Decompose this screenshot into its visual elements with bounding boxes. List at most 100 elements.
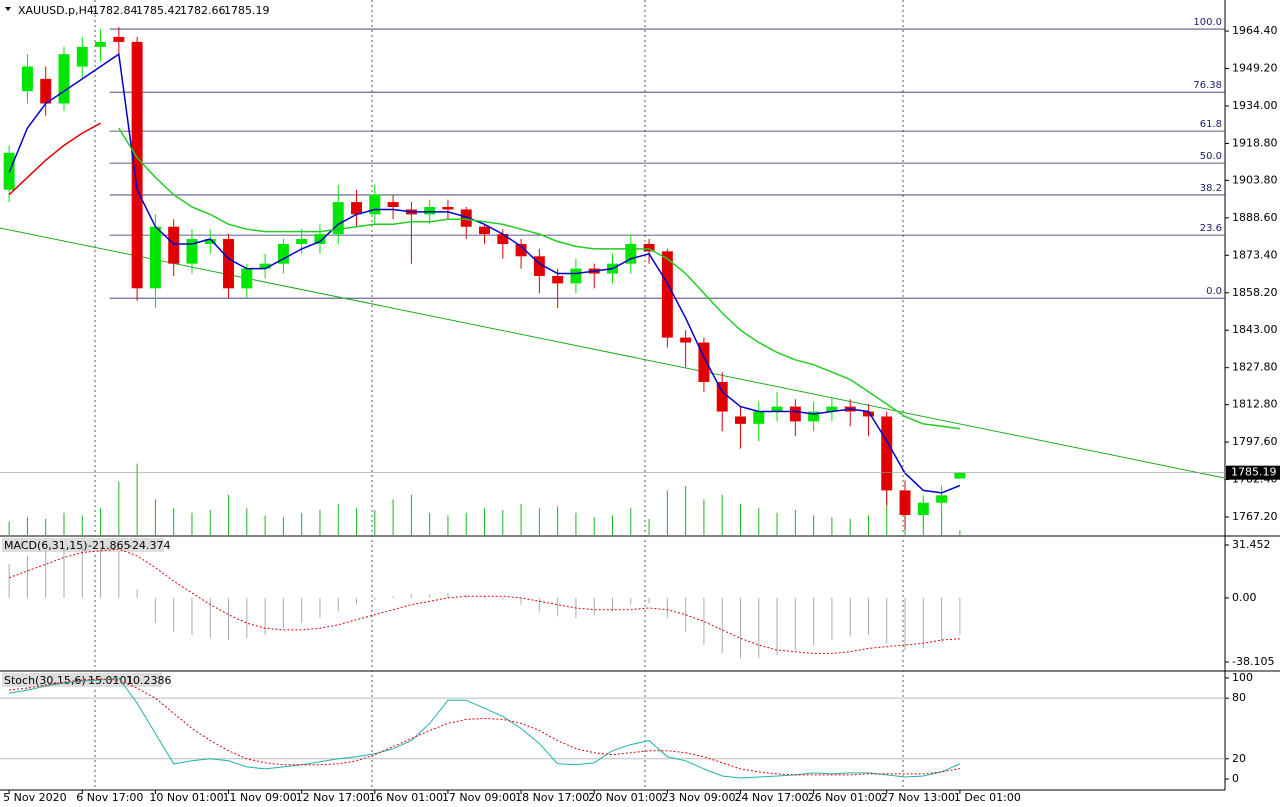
candle-body	[424, 207, 436, 215]
candle-body	[149, 226, 161, 289]
y-tick-label: -38.105	[1232, 655, 1274, 668]
candle-body	[186, 239, 198, 264]
x-tick-label: 24 Nov 17:00	[734, 791, 808, 804]
candle-body	[241, 268, 253, 289]
y-tick-label: 0.00	[1232, 591, 1257, 604]
fib-label: 50.0	[1200, 151, 1222, 162]
candle-body	[223, 239, 235, 289]
candle-body	[570, 268, 582, 284]
candle-body	[387, 202, 399, 208]
symbol: XAUUSD.p,H4	[18, 4, 94, 17]
candle-body	[789, 406, 801, 422]
candle-body	[808, 411, 820, 422]
x-tick-label: 6 Nov 17:00	[76, 791, 143, 804]
x-tick-label: 16 Nov 01:00	[369, 791, 443, 804]
candle-body	[753, 411, 765, 424]
candle-body	[899, 490, 911, 516]
ma-line	[8, 52, 961, 494]
x-tick-label: 26 Nov 01:00	[808, 791, 882, 804]
candle-body	[771, 406, 783, 412]
candle-body	[58, 54, 70, 104]
y-tick-label: 1873.40	[1232, 248, 1278, 261]
candle-body	[21, 66, 33, 92]
candle-body	[204, 239, 216, 244]
y-tick-label: 1903.80	[1232, 173, 1278, 186]
candle-body	[76, 46, 88, 67]
y-tick-label: 1934.00	[1232, 99, 1278, 112]
trendline	[0, 227, 1226, 479]
fib-label: 61.8	[1200, 119, 1222, 130]
fib-label: 23.6	[1200, 223, 1222, 234]
period-separators	[94, 0, 904, 790]
menu-arrow[interactable]	[5, 7, 11, 11]
x-tick-label: 20 Nov 01:00	[588, 791, 662, 804]
candle-body	[296, 239, 308, 244]
candle-body	[881, 416, 893, 491]
header-close: 1785.19	[224, 4, 270, 17]
macd-label-bg	[2, 538, 164, 552]
candle-body	[259, 263, 271, 269]
candle-body	[332, 202, 344, 235]
y-tick-label: 31.452	[1232, 538, 1271, 551]
candle-body	[314, 234, 326, 244]
y-tick-label: 100	[1232, 671, 1253, 684]
candle-body	[460, 209, 472, 227]
x-tick-label: 27 Nov 13:00	[881, 791, 955, 804]
y-tick-label: 1949.20	[1232, 62, 1278, 75]
ma-line	[8, 122, 101, 196]
macd-value: -21.865	[88, 539, 130, 552]
macd-signal-value: -24.374	[128, 539, 170, 552]
x-tick-label: 1 Dec 01:00	[954, 791, 1021, 804]
candle-body	[95, 41, 107, 47]
stoch-main	[9, 677, 961, 779]
y-tick-label: 0	[1232, 772, 1239, 785]
y-tick-label: 1843.00	[1232, 323, 1278, 336]
candle-body	[40, 78, 52, 104]
x-tick-label: 17 Nov 09:00	[442, 791, 516, 804]
y-tick-label: 1888.60	[1232, 211, 1278, 224]
header-low: 1782.66	[180, 4, 226, 17]
candle-body	[533, 256, 545, 277]
fib-label: 38.2	[1200, 183, 1222, 194]
x-tick-label: 10 Nov 01:00	[149, 791, 223, 804]
x-tick-label: 5 Nov 2020	[3, 791, 66, 804]
candle-body	[954, 472, 966, 479]
candle-body	[369, 194, 381, 215]
fib-label: 0.0	[1206, 286, 1222, 297]
macd-signal	[8, 548, 960, 654]
y-tick-label: 20	[1232, 752, 1246, 765]
candle-body	[625, 243, 637, 264]
fib-label: 76.38	[1193, 80, 1222, 91]
candle-body	[698, 342, 710, 382]
candle-body	[680, 337, 692, 343]
candle-body	[351, 202, 363, 215]
fib-label: 100.0	[1193, 17, 1222, 28]
candle-body	[862, 411, 874, 417]
candle-body	[168, 226, 180, 264]
candle-body	[826, 406, 838, 412]
macd-title: MACD(6,31,15)	[4, 539, 88, 552]
candle-body	[552, 276, 564, 284]
stoch-main-value: 15.0101	[88, 674, 134, 687]
y-tick-label: 1858.20	[1232, 286, 1278, 299]
y-tick-label: 1827.80	[1232, 361, 1278, 374]
candle-body	[479, 226, 490, 235]
y-tick-label: 1812.80	[1232, 398, 1278, 411]
candle-body	[497, 234, 509, 244]
y-tick-label: 80	[1232, 691, 1246, 704]
candle-body	[735, 416, 746, 424]
y-tick-label: 1797.60	[1232, 435, 1278, 448]
candle-body	[936, 495, 948, 503]
candle-body	[277, 243, 289, 264]
y-tick-label: 1964.40	[1232, 24, 1278, 37]
price-tag-label: 1785.19	[1231, 466, 1277, 479]
candle-body	[917, 502, 929, 516]
x-tick-label: 11 Nov 09:00	[223, 791, 297, 804]
x-tick-label: 18 Nov 17:00	[515, 791, 589, 804]
candle-body	[113, 36, 125, 42]
candle-body	[661, 251, 673, 338]
y-tick-label: 1767.20	[1232, 510, 1278, 523]
ma-line	[118, 127, 961, 430]
